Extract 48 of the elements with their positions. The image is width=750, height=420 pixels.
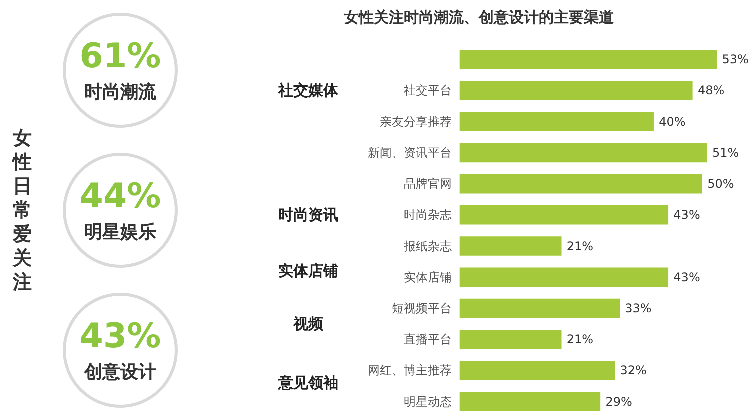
bar [460,361,616,380]
bar [460,268,669,288]
data-label: 33% [625,302,652,316]
data-label: 50% [708,177,734,192]
y-tick-label: 品牌官网 [404,177,452,192]
bar [460,392,601,412]
chart-title: 女性关注时尚潮流、创意设计的主要渠道 [343,8,616,27]
data-label: 48% [698,84,725,98]
category-label: 时尚潮流 [84,82,158,103]
data-label: 53% [722,52,749,67]
data-label: 29% [606,394,632,409]
data-label: 51% [712,146,740,160]
y-tick-label: 短视频平台 [392,302,452,316]
text: 时尚资讯 [278,206,338,224]
bar [460,174,703,194]
bar [460,50,718,70]
y-tick-label: 报纸杂志 [403,239,452,254]
data-label: 61% [80,36,162,76]
text: 视频 [292,315,324,334]
data-label: 43% [674,208,700,222]
data-label: 44% [80,176,162,216]
bar [460,236,562,256]
data-label: 32% [620,364,647,378]
text: 意见领袖 [277,374,338,392]
text: 实体店铺 [278,262,338,280]
y-tick-label: 直播平台 [404,332,452,347]
data-label: 21% [566,239,594,254]
text: 社交媒体 [277,82,340,100]
bar [460,81,693,100]
text: 女性日常爱关注 [12,128,32,294]
bar [460,143,708,163]
bar [460,112,654,132]
y-tick-label: 社交平台 [404,84,452,98]
y-tick-label: 新闻、资讯平台 [368,146,452,160]
category-label: 创意设计 [84,362,156,383]
data-label: 21% [566,332,594,347]
data-label: 40% [659,114,686,129]
y-tick-label: 亲友分享推荐 [380,114,452,129]
y-tick-label: 网红、博主推荐 [368,364,452,378]
y-tick-label: 时尚杂志 [404,208,452,222]
bar [460,330,562,350]
data-label: 43% [674,270,700,284]
y-tick-label: 明星动态 [404,394,452,409]
category-label: 明星娱乐 [84,222,156,243]
bar [460,298,620,318]
data-label: 43% [80,316,162,356]
bar [460,206,669,225]
y-tick-label: 实体店铺 [404,270,452,284]
